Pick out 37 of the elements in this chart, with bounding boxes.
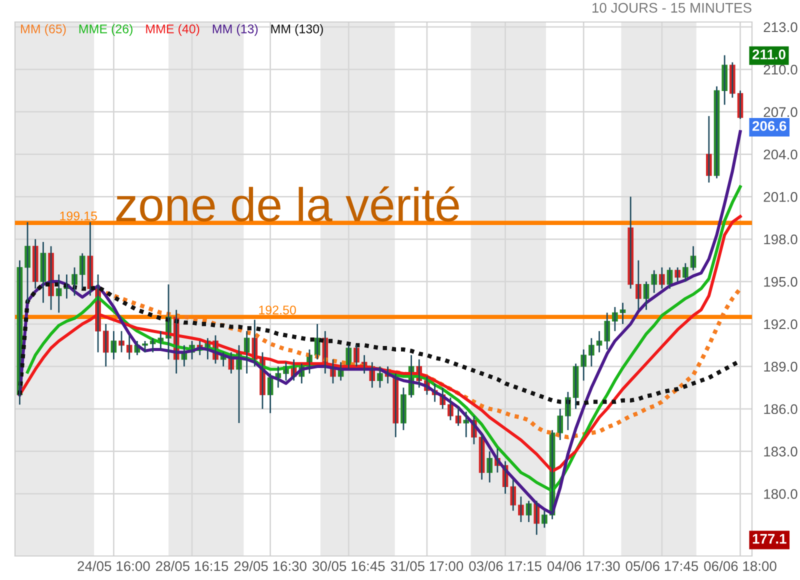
text: MM (130) — [271, 24, 323, 36]
chart-title: 10 JOURS - 15 MINUTES — [592, 2, 752, 13]
y-tick-label: 201.0 — [764, 192, 798, 202]
x-tick-label: 04/06 17:30 — [547, 560, 620, 572]
y-tick-label: 192.0 — [764, 319, 798, 330]
x-tick-label: 06/06 18:00 — [704, 560, 776, 572]
text: MME (40) — [146, 24, 200, 36]
candlestick — [377, 366, 383, 388]
y-tick-label: 207.0 — [764, 107, 798, 117]
text: MME (26) — [79, 24, 132, 36]
x-tick-label: 24/05 16:00 — [78, 560, 150, 572]
candlestick — [518, 496, 524, 523]
text: 177.1 — [752, 534, 786, 544]
y-tick-label: 210.0 — [764, 64, 798, 75]
annotation: zone de la vérité — [116, 186, 459, 222]
y-tick-label: 186.0 — [764, 404, 798, 414]
ref-line-label: 199.15 — [60, 212, 97, 220]
x-tick-label: 30/05 16:45 — [312, 560, 385, 572]
text: 211.0 — [752, 50, 786, 60]
x-tick-label: 05/06 17:45 — [626, 560, 698, 572]
x-tick-label: 31/05 17:00 — [390, 560, 464, 572]
ref-line-label: 192.50 — [259, 306, 296, 314]
y-tick-label: 198.0 — [764, 234, 798, 244]
text: 206.6 — [752, 121, 786, 131]
y-tick-label: 183.0 — [764, 446, 798, 456]
candlestick — [542, 510, 548, 528]
y-tick-label: 180.0 — [764, 489, 798, 499]
x-tick-label: 28/05 16:15 — [156, 560, 228, 572]
line-series — [104, 286, 742, 440]
text: MM (13) — [212, 24, 258, 36]
x-tick-label: 29/05 16:30 — [234, 560, 306, 572]
y-tick-label: 213.0 — [764, 22, 798, 32]
text: MM (65) — [21, 24, 66, 36]
x-tick-label: 03/06 17:15 — [469, 560, 542, 572]
y-tick-label: 189.0 — [764, 362, 798, 372]
y-tick-label: 204.0 — [764, 150, 798, 160]
y-tick-label: 195.0 — [764, 276, 798, 287]
